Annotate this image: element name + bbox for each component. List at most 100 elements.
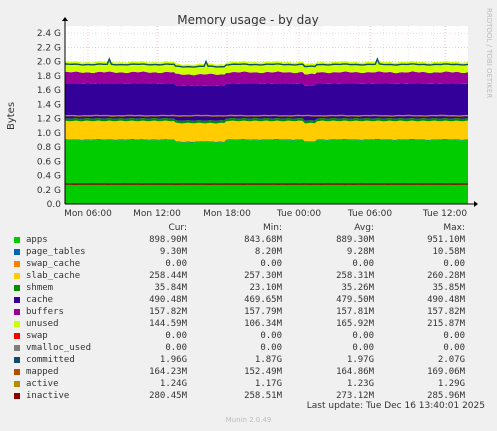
legend-header-cur: Cur: bbox=[168, 223, 187, 233]
legend-row-buffers: buffers 157.82M 157.79M 157.81M 157.82M bbox=[12, 306, 482, 318]
legend-swatch bbox=[14, 333, 20, 339]
legend-name: apps bbox=[26, 235, 48, 245]
y-tick-label: 1.4 G bbox=[37, 100, 61, 110]
legend-swatch bbox=[14, 273, 20, 279]
legend-row-swap_cache: swap_cache 0.00 0.00 0.00 0.00 bbox=[12, 258, 482, 270]
legend-swatch bbox=[14, 369, 20, 375]
legend-max: 260.28M bbox=[427, 271, 465, 281]
legend-cur: 144.59M bbox=[149, 319, 187, 329]
legend-avg: 273.12M bbox=[336, 391, 374, 401]
legend-max: 285.96M bbox=[427, 391, 465, 401]
chart-title: Memory usage - by day bbox=[177, 13, 318, 27]
legend-swatch bbox=[14, 393, 20, 399]
legend-swatch bbox=[14, 249, 20, 255]
legend-name: inactive bbox=[26, 391, 70, 401]
legend-header-max: Max: bbox=[443, 223, 465, 233]
legend-name: shmem bbox=[26, 283, 54, 293]
y-tick-label: 1.6 G bbox=[37, 86, 61, 96]
legend-avg: 35.26M bbox=[341, 283, 374, 293]
legend-name: committed bbox=[26, 355, 75, 365]
series-lines bbox=[64, 57, 469, 185]
y-axis-label: Bytes bbox=[6, 102, 17, 130]
legend-cur: 0.00 bbox=[165, 259, 187, 269]
y-tick-label: 2.0 G bbox=[37, 58, 61, 68]
legend-min: 8.20M bbox=[254, 247, 282, 257]
legend-name: swap_cache bbox=[26, 259, 81, 269]
legend-avg: 1.23G bbox=[346, 379, 374, 389]
legend-cur: 258.44M bbox=[149, 271, 187, 281]
legend-cur: 164.23M bbox=[149, 367, 187, 377]
legend-name: buffers bbox=[26, 307, 64, 317]
legend-avg: 165.92M bbox=[336, 319, 374, 329]
legend-max: 0.00 bbox=[443, 259, 465, 269]
x-tick-label: Tue 12:00 bbox=[422, 209, 467, 218]
area-page_tables bbox=[65, 138, 468, 143]
legend-max: 0.00 bbox=[443, 343, 465, 353]
area-buffers bbox=[65, 71, 468, 87]
legend-max: 1.29G bbox=[437, 379, 465, 389]
legend-max: 10.58M bbox=[432, 247, 465, 257]
munin-version: Munin 2.0.49 bbox=[225, 416, 272, 424]
legend-max: 169.06M bbox=[427, 367, 465, 377]
legend-min: 157.79M bbox=[244, 307, 282, 317]
area-slab_cache bbox=[65, 120, 468, 142]
y-tick-label: 1.2 G bbox=[37, 115, 61, 125]
legend-avg: 0.00 bbox=[352, 259, 374, 269]
legend-name: swap bbox=[26, 331, 48, 341]
legend-max: 157.82M bbox=[427, 307, 465, 317]
legend-name: vmalloc_used bbox=[26, 343, 92, 353]
legend-max: 35.85M bbox=[432, 283, 465, 293]
y-tick-label: 0.6 G bbox=[37, 157, 61, 167]
stacked-areas bbox=[65, 61, 468, 204]
legend-swatch bbox=[14, 261, 20, 267]
legend-min: 843.68M bbox=[244, 235, 282, 245]
legend-name: slab_cache bbox=[26, 271, 81, 281]
legend-header-avg: Avg: bbox=[354, 223, 374, 233]
legend-avg: 164.86M bbox=[336, 367, 374, 377]
legend-swatch bbox=[14, 309, 20, 315]
legend-row-page_tables: page_tables 9.30M 8.20M 9.28M 10.58M bbox=[12, 246, 482, 258]
legend-swatch bbox=[14, 381, 20, 387]
x-tick-label: Tue 06:00 bbox=[347, 209, 392, 218]
y-tick-label: 0.8 G bbox=[37, 143, 61, 153]
legend-row-swap: swap 0.00 0.00 0.00 0.00 bbox=[12, 330, 482, 342]
legend-swatch bbox=[14, 345, 20, 351]
x-tick-label: Mon 18:00 bbox=[203, 209, 251, 218]
legend-cur: 1.24G bbox=[159, 379, 187, 389]
legend-row-inactive: inactive 280.45M 258.51M 273.12M 285.96M bbox=[12, 390, 482, 402]
legend-min: 1.17G bbox=[254, 379, 282, 389]
legend-cur: 490.48M bbox=[149, 295, 187, 305]
y-axis-arrow bbox=[62, 17, 68, 21]
legend-name: cache bbox=[26, 295, 54, 305]
legend-cur: 898.90M bbox=[149, 235, 187, 245]
y-tick-label: 1.8 G bbox=[37, 72, 61, 82]
legend-row-mapped: mapped 164.23M 152.49M 164.86M 169.06M bbox=[12, 366, 482, 378]
legend-row-shmem: shmem 35.84M 23.10M 35.26M 35.85M bbox=[12, 282, 482, 294]
x-tick-labels: Mon 06:00 Mon 12:00 Mon 18:00 Tue 00:00 Tue … bbox=[64, 209, 467, 218]
y-tick-label: 0.0 bbox=[47, 200, 62, 210]
legend-swatch bbox=[14, 321, 20, 327]
legend-cur: 35.84M bbox=[154, 283, 187, 293]
x-axis-arrow bbox=[474, 201, 478, 207]
line-active bbox=[64, 114, 469, 117]
legend-avg: 157.81M bbox=[336, 307, 374, 317]
y-tick-labels: 0.0 0.2 G 0.4 G 0.6 G 0.8 G 1.0 G 1.2 G 1.4 G 1.… bbox=[37, 29, 61, 210]
legend-max: 951.10M bbox=[427, 235, 465, 245]
legend-name: active bbox=[26, 379, 59, 389]
legend-min: 0.00 bbox=[260, 331, 282, 341]
legend-cur: 157.82M bbox=[149, 307, 187, 317]
legend-name: page_tables bbox=[26, 247, 86, 257]
legend-min: 0.00 bbox=[260, 259, 282, 269]
legend-cur: 280.45M bbox=[149, 391, 187, 401]
legend-max: 490.48M bbox=[427, 295, 465, 305]
legend-row-unused: unused 144.59M 106.34M 165.92M 215.87M bbox=[12, 318, 482, 330]
legend-row-apps: apps 898.90M 843.68M 889.30M 951.10M bbox=[12, 234, 482, 246]
legend-max: 2.07G bbox=[437, 355, 465, 365]
x-tick-label: Mon 06:00 bbox=[64, 209, 112, 218]
y-tick-label: 0.4 G bbox=[37, 172, 61, 182]
legend-avg: 1.97G bbox=[346, 355, 374, 365]
axes bbox=[62, 17, 478, 207]
legend-min: 152.49M bbox=[244, 367, 282, 377]
legend-swatch bbox=[14, 285, 20, 291]
legend-min: 106.34M bbox=[244, 319, 282, 329]
